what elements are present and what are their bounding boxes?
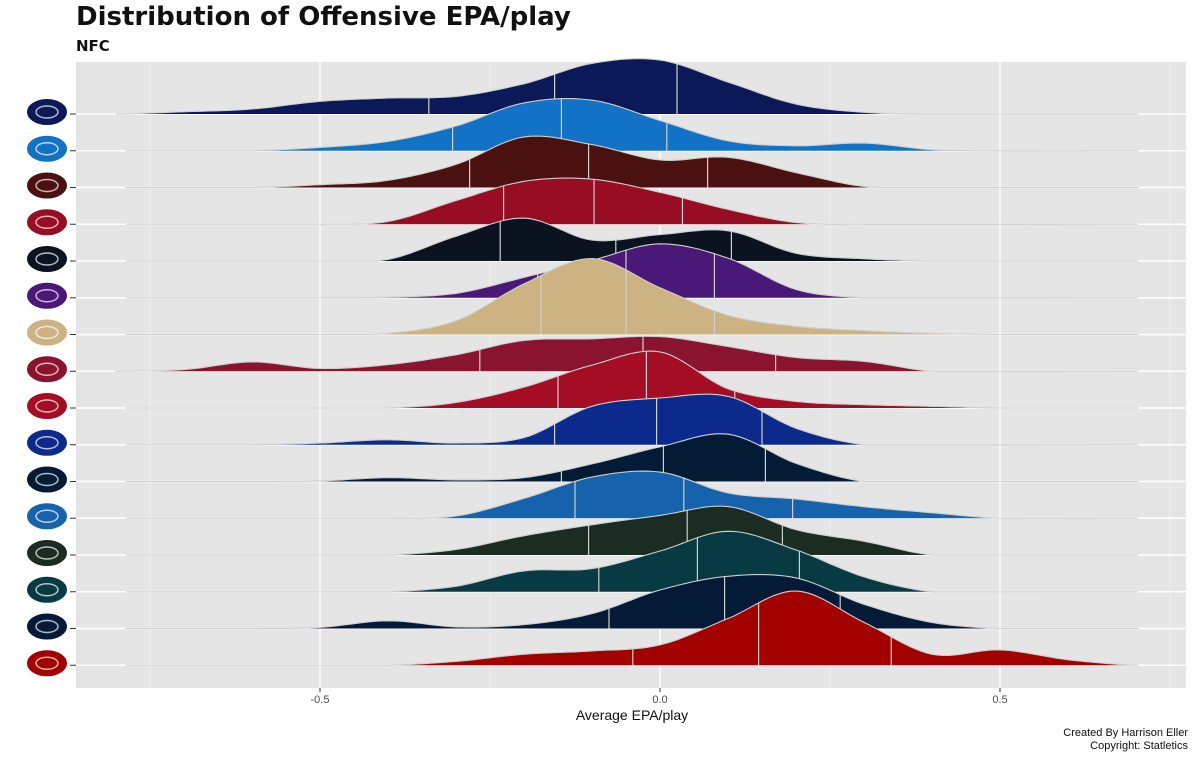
- logo-badge: [25, 464, 69, 495]
- x-axis-title: Average EPA/play: [576, 707, 688, 723]
- ridge-outline: [126, 135, 1138, 189]
- falcons-logo-icon: [25, 207, 76, 238]
- ridge-outline: [126, 98, 1139, 152]
- ridge-area: [126, 178, 1138, 225]
- logo-emblem: [35, 509, 59, 523]
- ridge-atlanta-falcons: [126, 177, 1139, 225]
- logo-badge: [25, 648, 69, 679]
- logo-emblem: [35, 656, 59, 670]
- ridge-chicago-bears: [126, 217, 1138, 262]
- ridge-area: [116, 58, 1138, 114]
- logo-emblem: [35, 252, 59, 266]
- ridges: [115, 58, 1139, 666]
- ridge-outline: [126, 350, 1138, 409]
- ridge-area: [126, 531, 1138, 592]
- logo-badge: [25, 574, 69, 605]
- logo-emblem: [35, 362, 59, 376]
- ridge-area: [126, 258, 1138, 335]
- ridge-outline: [126, 590, 1139, 666]
- logo-emblem: [35, 178, 59, 193]
- ridge-area: [126, 506, 1138, 555]
- logo-badge: [25, 207, 69, 238]
- 49ers-logo-icon: [25, 648, 76, 679]
- ridge-outline: [126, 470, 1139, 519]
- panthers-logo-icon: [25, 133, 76, 164]
- logo-badge: [25, 501, 69, 532]
- ridge-outline: [126, 530, 1139, 593]
- ridge-area: [126, 394, 1138, 445]
- ridge-area: [126, 243, 1138, 298]
- logo-badge: [25, 391, 69, 421]
- ridge-area: [126, 591, 1138, 666]
- logo-badge: [25, 97, 69, 127]
- logo-badge: [25, 244, 69, 274]
- cardinals-logo-icon: [25, 354, 76, 385]
- logo-emblem: [35, 583, 59, 597]
- ridge-area: [126, 351, 1138, 408]
- caption: Created By Harrison Eller Copyright: Sta…: [1063, 727, 1188, 753]
- packers-logo-icon: [25, 538, 76, 568]
- ridge-outline: [126, 505, 1138, 556]
- ridge-new-orleans-saints: [126, 258, 1138, 336]
- logo-badge: [25, 170, 69, 201]
- x-axis: -0.5 0.0 0.5: [311, 688, 1008, 706]
- ridge-outline: [115, 58, 1138, 115]
- ridge-area: [126, 433, 1138, 482]
- ridge-outline: [126, 177, 1139, 225]
- seahawks-logo-icon: [25, 464, 76, 495]
- logo-emblem: [35, 105, 59, 119]
- logo-badge: [25, 611, 69, 642]
- x-tick-label: -0.5: [311, 694, 330, 706]
- bears-logo-icon: [25, 244, 76, 274]
- ridge-area: [126, 471, 1138, 519]
- eagles-logo-icon: [25, 574, 76, 605]
- ridge-area: [126, 98, 1138, 151]
- ridge-area: [126, 218, 1138, 261]
- caption-copyright: Copyright: Statletics: [1090, 740, 1188, 752]
- logo-emblem: [35, 399, 59, 413]
- logo-badge: [25, 280, 69, 311]
- buccaneers-logo-icon: [25, 391, 76, 421]
- giants-logo-icon: [25, 97, 76, 127]
- logo-emblem: [35, 325, 59, 340]
- ridge-outline: [126, 574, 1138, 630]
- rams-logo-icon: [25, 427, 76, 458]
- logo-emblem: [35, 436, 59, 450]
- logo-badge: [25, 427, 69, 458]
- logo-emblem: [35, 289, 59, 303]
- logo-emblem: [35, 546, 59, 560]
- x-tick-label: 0.5: [992, 694, 1007, 706]
- ridge-los-angeles-rams: [126, 393, 1139, 446]
- commanders-logo-icon: [25, 170, 76, 201]
- ridge-area: [126, 136, 1138, 188]
- ridge-outline: [126, 393, 1139, 446]
- ridge-san-francisco-49ers: [126, 590, 1139, 666]
- caption-credit: Created By Harrison Eller: [1063, 727, 1188, 739]
- team-logos: [25, 97, 76, 679]
- logo-emblem: [35, 472, 59, 487]
- logo-emblem: [35, 142, 59, 156]
- ridge-outline: [126, 258, 1138, 336]
- cowboys-logo-icon: [25, 611, 76, 642]
- logo-emblem: [35, 619, 59, 634]
- ridge-outline: [126, 217, 1138, 262]
- saints-logo-icon: [25, 317, 76, 348]
- logo-badge: [25, 133, 69, 164]
- ridge-outline: [115, 335, 1139, 372]
- logo-badge: [25, 317, 69, 348]
- logo-badge: [25, 354, 69, 385]
- vikings-logo-icon: [25, 280, 76, 311]
- chart-title: Distribution of Offensive EPA/play: [76, 2, 571, 32]
- logo-emblem: [35, 215, 59, 229]
- logo-badge: [25, 538, 69, 568]
- x-tick-label: 0.0: [652, 694, 667, 706]
- ridge-area: [116, 336, 1138, 372]
- lions-logo-icon: [25, 501, 76, 532]
- ridge-area: [126, 574, 1138, 629]
- chart-subtitle: NFC: [76, 37, 110, 55]
